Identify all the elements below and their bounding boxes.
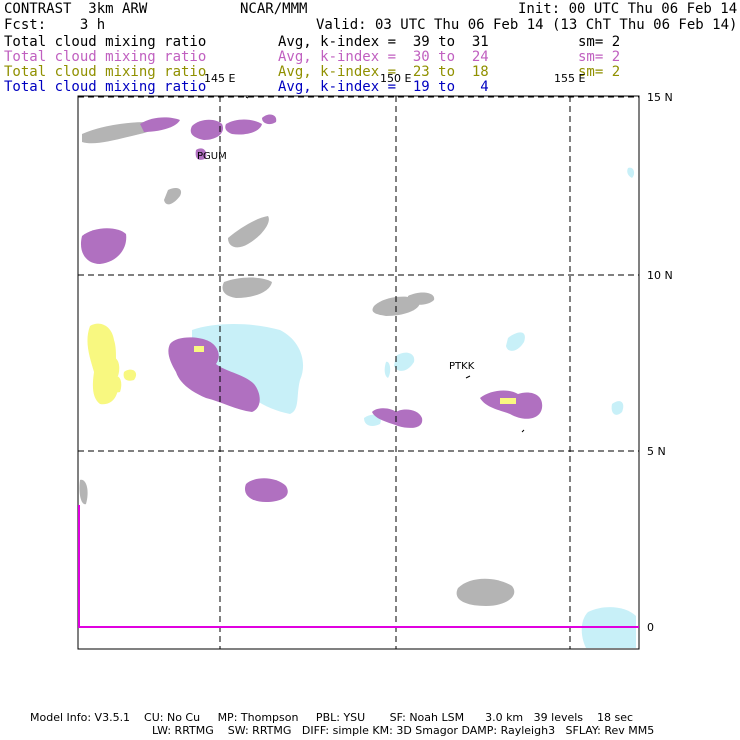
lon-label-150e: 150 E [380, 72, 412, 85]
map-frame [77, 95, 640, 650]
lightblue-cloud-areas [192, 167, 636, 648]
field-1-range: Avg, k-index = 39 to 31 [278, 34, 489, 50]
grey-cloud-areas [79, 122, 515, 606]
valid-time: Valid: 03 UTC Thu 06 Feb 14 (13 ChT Thu … [316, 17, 738, 33]
init-time: Init: 00 UTC Thu 06 Feb 14 [518, 1, 738, 17]
lon-label-145e: 145 E [204, 72, 236, 85]
field-3-range: Avg, k-index = 23 to 18 [278, 64, 489, 80]
purple-cloud-areas [80, 114, 543, 502]
station-marks [245, 96, 525, 433]
field-3-sm: sm= 2 [578, 64, 621, 80]
lat-label-10n: 10 N [647, 269, 673, 282]
field-2-range: Avg, k-index = 30 to 24 [278, 49, 489, 65]
lat-lon-grid [78, 96, 639, 649]
lat-label-5n: 5 N [647, 445, 666, 458]
field-1-name: Total cloud mixing ratio [4, 34, 207, 50]
model-info-line2: LW: RRTMG SW: RRTMG DIFF: simple KM: 3D … [152, 724, 655, 737]
lat-label-15n: 15 N [647, 91, 673, 104]
yellow-cores [194, 346, 516, 404]
field-3-name: Total cloud mixing ratio [4, 64, 207, 80]
field-4-range: Avg, k-index = 19 to 4 [278, 79, 489, 95]
station-ptkk: PTKK [449, 361, 475, 372]
lon-label-155e: 155 E [554, 72, 586, 85]
field-2-sm: sm= 2 [578, 49, 621, 65]
model-title: CONTRAST 3km ARW [4, 1, 148, 17]
field-4-name: Total cloud mixing ratio [4, 79, 207, 95]
field-2-name: Total cloud mixing ratio [4, 49, 207, 65]
model-info-line1: Model Info: V3.5.1 CU: No Cu MP: Thompso… [30, 711, 634, 724]
center-title: NCAR/MMM [240, 1, 308, 17]
field-1-sm: sm= 2 [578, 34, 621, 50]
lat-label-0: 0 [647, 621, 654, 634]
station-pgum: PGUM [197, 151, 227, 162]
forecast-hour: Fcst: 3 h [4, 17, 106, 33]
